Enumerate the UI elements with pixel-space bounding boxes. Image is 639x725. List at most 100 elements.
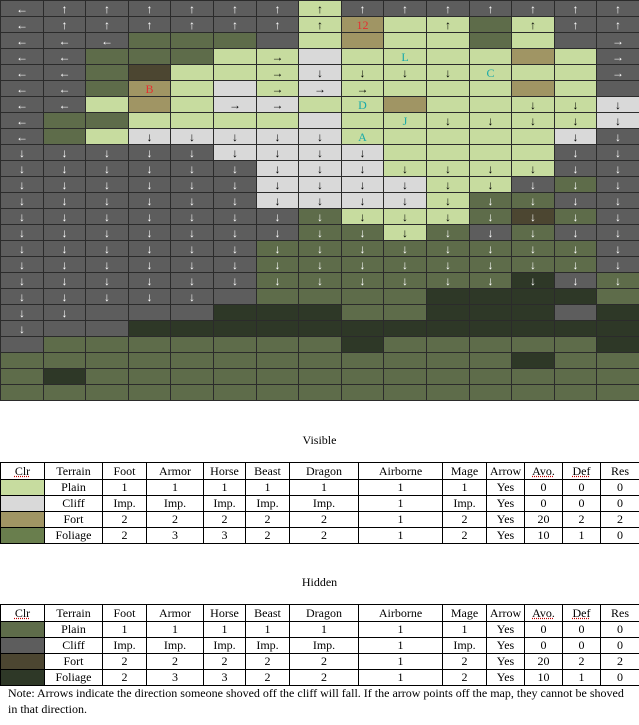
- shove-direction-arrow: ↓: [146, 273, 153, 288]
- map-cell: [341, 352, 384, 369]
- map-cell: [596, 384, 639, 401]
- map-cell: ↓: [213, 128, 257, 145]
- terrain-stat: 2: [245, 511, 290, 528]
- map-cell: ↓: [170, 144, 214, 161]
- map-cell: [511, 288, 555, 305]
- terrain-stat: 0: [562, 637, 601, 654]
- map-cell: [341, 368, 384, 385]
- map-cell: ↓: [511, 160, 555, 177]
- shove-direction-arrow: ↓: [359, 225, 366, 240]
- color-swatch: [0, 637, 45, 654]
- terrain-row: Fort 2 2 2 2 2 1 2 Yes 20 2 2: [0, 511, 639, 528]
- terrain-stat: 1: [442, 479, 487, 496]
- shove-direction-arrow: ↓: [530, 241, 536, 256]
- map-cell: [298, 336, 342, 353]
- terrain-stat: 0: [524, 495, 563, 512]
- map-cell: ↓: [596, 128, 639, 145]
- map-cell: ↑: [256, 0, 299, 17]
- map-cell: ↓: [128, 176, 171, 193]
- terrain-stat: Imp.: [146, 637, 204, 654]
- map-cell: [469, 304, 512, 321]
- map-cell: ↓: [596, 144, 639, 161]
- shove-direction-arrow: ↓: [402, 177, 408, 192]
- terrain-name: Fort: [44, 653, 103, 670]
- terrain-stat: Imp.: [442, 637, 487, 654]
- shove-direction-arrow: ↓: [317, 177, 323, 192]
- map-cell: ↓: [85, 288, 129, 305]
- shove-direction-arrow: ↓: [189, 145, 195, 160]
- map-cell: [298, 96, 342, 113]
- map-cell: [170, 320, 214, 337]
- shove-direction-arrow: ↑: [317, 1, 323, 16]
- map-marker-label: C: [486, 65, 495, 80]
- terrain-stat: Yes: [486, 527, 525, 544]
- shove-direction-arrow: ↓: [61, 145, 68, 160]
- shove-direction-arrow: ↓: [189, 241, 195, 256]
- shove-direction-arrow: ↓: [445, 225, 451, 240]
- map-cell: [256, 368, 299, 385]
- map-cell: [256, 384, 299, 401]
- map-cell: ↓: [469, 240, 512, 257]
- shove-direction-arrow: ←: [16, 97, 28, 112]
- map-cell: [43, 352, 86, 369]
- terrain-name: Cliff: [44, 495, 103, 512]
- terrain-stat: Imp.: [102, 495, 147, 512]
- map-cell: ↑: [170, 0, 214, 17]
- terrain-name: Plain: [44, 621, 103, 638]
- shove-direction-arrow: ↑: [402, 1, 408, 16]
- shove-direction-arrow: ↓: [104, 225, 110, 240]
- shove-direction-arrow: ↓: [61, 273, 68, 288]
- shove-direction-arrow: ↓: [61, 177, 68, 192]
- shove-direction-arrow: ↓: [445, 177, 451, 192]
- map-cell: [0, 368, 44, 385]
- shove-direction-arrow: ↓: [19, 305, 25, 320]
- map-cell: ↑: [511, 16, 555, 33]
- terrain-stat: 2: [289, 527, 359, 544]
- terrain-stat: 1: [245, 479, 290, 496]
- shove-direction-arrow: ↓: [615, 113, 621, 128]
- shove-direction-arrow: ↓: [19, 321, 25, 336]
- map-cell: ↓: [469, 176, 512, 193]
- map-cell: ↓: [341, 272, 384, 289]
- map-cell: ↓: [554, 240, 597, 257]
- map-cell: ↓: [0, 176, 44, 193]
- map-cell: ↑: [554, 0, 597, 17]
- terrain-stat: 2: [102, 653, 147, 670]
- shove-direction-arrow: ↓: [19, 257, 25, 272]
- shove-direction-arrow: →: [229, 97, 241, 112]
- terrain-row: Cliff Imp. Imp. Imp. Imp. Imp. 1 Imp. Yes 0 0 0: [0, 495, 639, 512]
- map-cell: ↓: [426, 192, 470, 209]
- shove-direction-arrow: ↓: [572, 257, 579, 272]
- shove-direction-arrow: ↑: [104, 17, 110, 32]
- terrain-stat: 20: [524, 653, 563, 670]
- terrain-stat: 3: [203, 527, 246, 544]
- shove-direction-arrow: ↓: [189, 225, 195, 240]
- shove-direction-arrow: ↓: [232, 161, 238, 176]
- map-cell: [554, 48, 597, 65]
- terrain-stat: 1: [562, 527, 601, 544]
- map-cell: ←: [43, 96, 86, 113]
- map-cell: ↓: [213, 192, 257, 209]
- map-cell: ↓: [85, 208, 129, 225]
- map-marker-label: A: [358, 129, 367, 144]
- shove-direction-arrow: ↓: [615, 97, 621, 112]
- shove-direction-arrow: ↓: [61, 209, 68, 224]
- map-cell: [85, 320, 129, 337]
- terrain-stat: 1: [245, 621, 290, 638]
- map-cell: ↓: [554, 128, 597, 145]
- shove-direction-arrow: ↓: [274, 161, 281, 176]
- map-cell: [341, 288, 384, 305]
- map-cell: [298, 32, 342, 49]
- map-cell: [469, 384, 512, 401]
- map-cell: ↓: [596, 240, 639, 257]
- map-cell: ↑: [213, 0, 257, 17]
- column-header: Foot: [102, 462, 147, 480]
- terrain-stat: 1: [358, 637, 443, 654]
- column-header: Horse: [203, 462, 246, 480]
- shove-direction-arrow: ↓: [615, 273, 621, 288]
- map-cell: ←: [0, 96, 44, 113]
- map-cell: [170, 64, 214, 81]
- shove-direction-arrow: ↑: [445, 1, 451, 16]
- map-cell: [469, 128, 512, 145]
- column-header: Mage: [442, 604, 487, 622]
